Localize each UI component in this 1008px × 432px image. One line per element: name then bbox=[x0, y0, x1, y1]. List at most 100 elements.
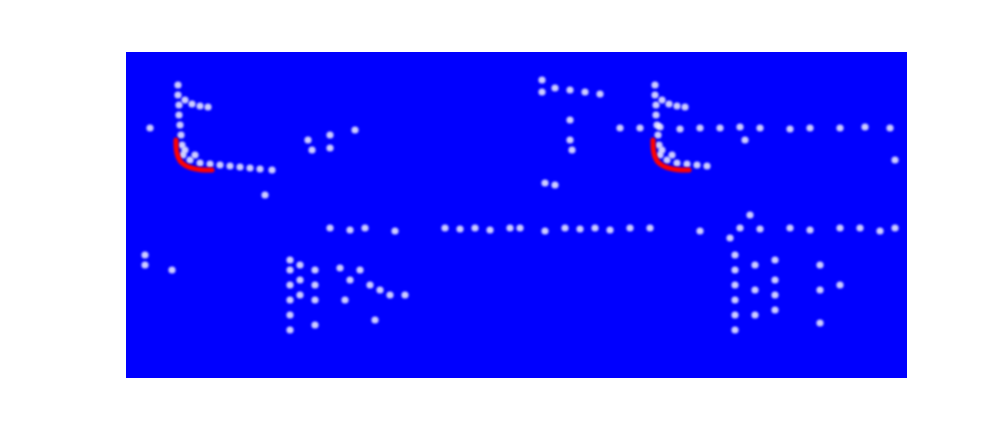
point bbox=[471, 224, 478, 231]
point bbox=[673, 159, 680, 166]
point bbox=[876, 227, 883, 234]
point bbox=[346, 226, 353, 233]
series-line bbox=[176, 140, 212, 170]
point bbox=[196, 159, 203, 166]
series-points bbox=[141, 76, 898, 333]
point bbox=[538, 76, 545, 83]
point bbox=[616, 124, 623, 131]
point bbox=[654, 131, 661, 138]
point bbox=[146, 124, 153, 131]
point bbox=[693, 161, 700, 168]
point bbox=[196, 102, 203, 109]
point bbox=[626, 224, 633, 231]
point bbox=[204, 103, 211, 110]
point bbox=[651, 81, 658, 88]
point bbox=[861, 123, 868, 130]
point bbox=[816, 261, 823, 268]
point bbox=[191, 151, 198, 158]
point bbox=[236, 163, 243, 170]
point bbox=[456, 225, 463, 232]
point bbox=[551, 181, 558, 188]
point bbox=[652, 111, 659, 118]
point bbox=[326, 224, 333, 231]
point bbox=[566, 136, 573, 143]
point bbox=[646, 224, 653, 231]
point bbox=[576, 225, 583, 232]
point bbox=[541, 227, 548, 234]
point bbox=[683, 160, 690, 167]
point bbox=[286, 311, 293, 318]
point bbox=[206, 160, 213, 167]
point bbox=[551, 84, 558, 91]
plot bbox=[126, 52, 907, 378]
point bbox=[341, 296, 348, 303]
point bbox=[696, 227, 703, 234]
point bbox=[665, 100, 672, 107]
point bbox=[351, 126, 358, 133]
point bbox=[886, 124, 893, 131]
point bbox=[296, 276, 303, 283]
point bbox=[174, 91, 181, 98]
point bbox=[771, 306, 778, 313]
point bbox=[441, 224, 448, 231]
point bbox=[168, 266, 175, 273]
point bbox=[174, 81, 181, 88]
point bbox=[651, 91, 658, 98]
point bbox=[581, 88, 588, 95]
point bbox=[371, 316, 378, 323]
point bbox=[836, 124, 843, 131]
point bbox=[836, 281, 843, 288]
point bbox=[177, 131, 184, 138]
point bbox=[286, 266, 293, 273]
point bbox=[486, 226, 493, 233]
point bbox=[806, 124, 813, 131]
point bbox=[561, 224, 568, 231]
point bbox=[736, 224, 743, 231]
point bbox=[286, 296, 293, 303]
point bbox=[771, 276, 778, 283]
point bbox=[746, 211, 753, 218]
point bbox=[506, 224, 513, 231]
point bbox=[361, 224, 368, 231]
point bbox=[771, 291, 778, 298]
point bbox=[246, 164, 253, 171]
point bbox=[175, 111, 182, 118]
point bbox=[261, 191, 268, 198]
point bbox=[176, 121, 183, 128]
point bbox=[736, 123, 743, 130]
point bbox=[658, 146, 665, 153]
point bbox=[668, 151, 675, 158]
point bbox=[703, 162, 710, 169]
point bbox=[326, 144, 333, 151]
point bbox=[856, 224, 863, 231]
point bbox=[566, 116, 573, 123]
point bbox=[366, 281, 373, 288]
point bbox=[376, 286, 383, 293]
point bbox=[731, 266, 738, 273]
point bbox=[311, 321, 318, 328]
point bbox=[326, 131, 333, 138]
point bbox=[658, 96, 665, 103]
point bbox=[756, 124, 763, 131]
point bbox=[141, 261, 148, 268]
point bbox=[311, 296, 318, 303]
point bbox=[716, 124, 723, 131]
point bbox=[296, 291, 303, 298]
point bbox=[751, 286, 758, 293]
point bbox=[696, 124, 703, 131]
point bbox=[751, 261, 758, 268]
point bbox=[606, 226, 613, 233]
point bbox=[731, 296, 738, 303]
point bbox=[538, 88, 545, 95]
point bbox=[286, 256, 293, 263]
point bbox=[308, 146, 315, 153]
point bbox=[175, 101, 182, 108]
chart bbox=[0, 0, 1008, 432]
marks bbox=[141, 76, 898, 333]
point bbox=[304, 136, 311, 143]
point bbox=[676, 125, 683, 132]
point bbox=[591, 224, 598, 231]
point bbox=[391, 227, 398, 234]
point bbox=[181, 146, 188, 153]
point bbox=[346, 276, 353, 283]
